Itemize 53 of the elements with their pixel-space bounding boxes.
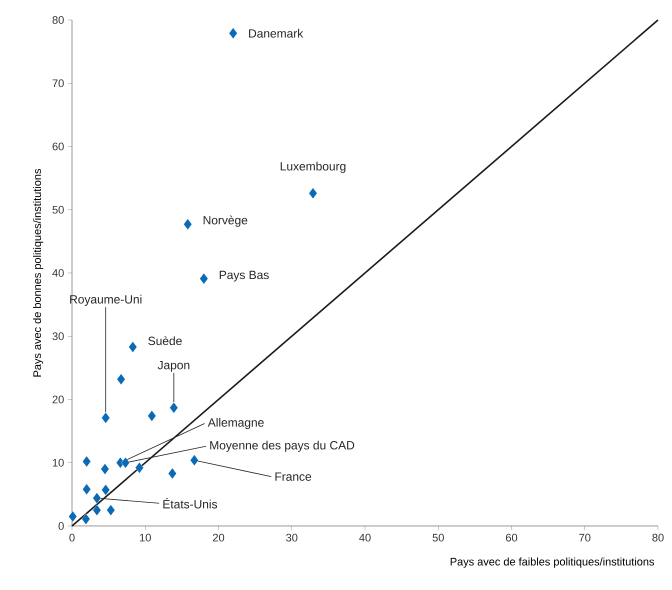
point xyxy=(228,28,238,39)
annotation: Pays Bas xyxy=(220,270,269,282)
point xyxy=(308,188,318,199)
annotation: Suède xyxy=(148,336,182,346)
annotation: Danemark xyxy=(249,28,304,38)
point xyxy=(92,492,102,504)
point xyxy=(101,412,110,424)
point xyxy=(170,402,178,414)
point xyxy=(100,463,110,475)
x-tick-label: 20 xyxy=(212,534,224,542)
point xyxy=(92,504,102,516)
y-tick-label: 30 xyxy=(52,332,64,340)
y-tick-label: 0 xyxy=(58,522,64,530)
annotation: Moyenne des pays du CAD xyxy=(210,440,354,452)
y-tick-label: 20 xyxy=(52,396,64,404)
point xyxy=(121,457,130,468)
y-tick-label: 50 xyxy=(52,206,64,214)
x-tick-label: 30 xyxy=(286,534,298,542)
x-tick-label: 60 xyxy=(506,534,518,542)
x-tick-label: 50 xyxy=(432,534,444,542)
x-tick-label: 10 xyxy=(140,534,151,542)
y-tick-label: 10 xyxy=(52,458,64,467)
annotation: Royaume-Uni xyxy=(70,294,142,306)
y-tick-label: 60 xyxy=(52,142,64,150)
annotation: Japon xyxy=(158,361,190,372)
x-axis-title: Pays avec de faibles politiques/institutions xyxy=(450,558,654,568)
x-tick-label: 80 xyxy=(652,534,664,542)
x-tick-label: 0 xyxy=(69,534,75,542)
x-tick-label: 40 xyxy=(359,534,371,542)
x-tick-label: 70 xyxy=(579,534,590,542)
y-tick-label: 40 xyxy=(52,269,64,277)
point xyxy=(101,484,110,496)
y-tick-label: 80 xyxy=(52,16,64,24)
point xyxy=(128,341,138,353)
point xyxy=(82,513,90,525)
annotation: États-Unis xyxy=(163,498,218,508)
y-tick-label: 70 xyxy=(52,79,64,88)
point xyxy=(148,410,156,422)
point xyxy=(82,456,91,468)
point xyxy=(135,462,144,474)
point xyxy=(183,218,192,230)
annotation: Allemagne xyxy=(208,418,264,430)
point xyxy=(106,504,116,516)
point xyxy=(190,454,199,466)
annotation: Luxembourg xyxy=(280,162,346,173)
point xyxy=(116,374,126,385)
point xyxy=(200,273,208,284)
point xyxy=(168,468,177,480)
point xyxy=(68,510,78,522)
y-axis-title: Pays avec de bonnes politiques/institutions xyxy=(32,168,44,377)
annotation: Norvège xyxy=(204,215,248,227)
point xyxy=(82,484,91,495)
annotation: France xyxy=(275,472,312,481)
